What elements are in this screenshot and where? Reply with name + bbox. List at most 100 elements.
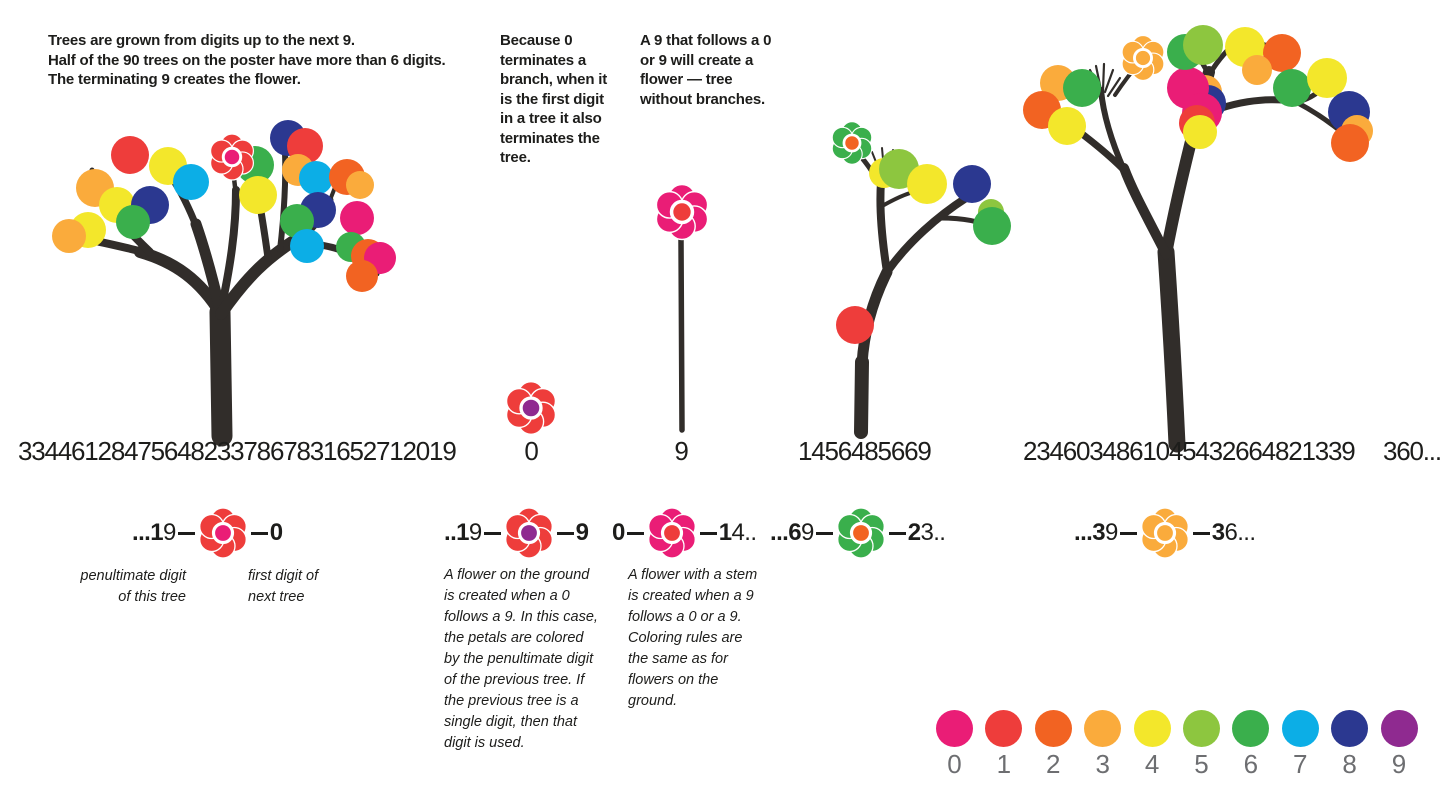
legend-swatch-4 — [1133, 710, 1171, 747]
note-zero-text: Because 0 terminates a branch, when it i… — [500, 32, 608, 166]
legend-item-5: 5 — [1182, 710, 1220, 779]
digit-text: 1 — [718, 519, 732, 546]
legend-swatch-5 — [1182, 710, 1220, 747]
legend-digit-3: 3 — [1095, 749, 1110, 779]
digit-text: ...3 — [1074, 519, 1106, 546]
legend-item-7: 7 — [1281, 710, 1319, 779]
caption-ground-flower: A flower on the ground is created when a… — [444, 567, 598, 751]
flower-center — [1133, 48, 1153, 68]
diagram-flower — [1140, 507, 1189, 559]
flower — [1140, 507, 1189, 559]
flower — [504, 507, 553, 559]
connector-line — [483, 531, 501, 535]
label-next-tree: 360... — [1383, 436, 1440, 466]
legend-item-9: 9 — [1380, 710, 1418, 779]
label-tree2: 1456485669 — [798, 436, 932, 466]
leaf-digit-3 — [346, 171, 374, 199]
diagram-flower — [198, 507, 247, 559]
leaf-digit-4 — [239, 176, 277, 214]
legend-digit-9: 9 — [1391, 749, 1407, 779]
leaf-digit-6 — [1273, 69, 1311, 107]
digit-text: 9 — [575, 519, 589, 546]
connector-line — [177, 531, 195, 535]
digit-text: 9 — [800, 519, 814, 546]
flower-stem — [678, 237, 685, 433]
connector-line — [888, 531, 906, 535]
flower — [655, 183, 709, 241]
connector-line — [699, 531, 717, 535]
connector-line — [626, 531, 644, 535]
connector-line — [556, 531, 574, 535]
digit-text: 0 — [612, 519, 625, 546]
leaf-digit-3 — [1242, 55, 1272, 85]
legend-swatch-7 — [1281, 710, 1319, 747]
intro-text: Trees are grown from digits up to the ne… — [48, 32, 446, 88]
leaf-digit-4 — [1307, 58, 1347, 98]
digit-text: 9 — [162, 519, 176, 546]
label-flower9: 9 — [674, 436, 688, 466]
legend-swatch-3 — [1084, 710, 1122, 747]
leaf-digit-6 — [116, 205, 150, 239]
legend-swatch-6 — [1232, 710, 1270, 747]
label-tree3: 2346034861045432664821339 — [1023, 436, 1356, 466]
tree2-leaves — [831, 121, 1011, 344]
stem-flower-head — [655, 183, 709, 241]
legend-item-4: 4 — [1133, 710, 1171, 778]
flower-center — [211, 521, 234, 545]
legend-swatch-1 — [985, 710, 1023, 747]
digit-sequence-text: ...39 — [1074, 519, 1118, 547]
legend-swatch-0 — [936, 710, 973, 747]
diagram-stem-flower-2: ...69 23.. — [770, 507, 946, 559]
flower-center — [221, 146, 243, 168]
flower — [505, 381, 557, 435]
digit-sequence-text: 36... — [1212, 519, 1256, 547]
diagram-ground-flower-2: ..19 9 — [444, 507, 589, 559]
leaf-digit-6 — [1063, 69, 1101, 107]
flower — [1121, 34, 1165, 82]
digit-text: ...6 — [770, 519, 802, 546]
digit-text: 0 — [269, 519, 283, 546]
connector-line — [1119, 531, 1137, 535]
leaf-digit-0 — [340, 201, 374, 235]
flower — [831, 121, 873, 165]
legend-digit-5: 5 — [1194, 749, 1209, 779]
leaf-digit-2 — [346, 260, 378, 292]
flower-center — [660, 521, 683, 545]
digit-text: 9 — [468, 519, 482, 546]
digit-text: ..1 — [444, 519, 469, 546]
legend-digit-1: 1 — [996, 749, 1012, 779]
flower — [210, 133, 254, 181]
tree3-leaves — [1023, 25, 1373, 162]
legend-swatch-2 — [1034, 710, 1072, 747]
leaf-digit-7 — [299, 161, 333, 195]
tree-big-right — [1023, 25, 1373, 453]
flower-center — [849, 521, 872, 545]
ground-flower-tree — [505, 381, 557, 435]
legend-item-3: 3 — [1084, 710, 1122, 779]
leaf-digit-2 — [1263, 34, 1301, 72]
leaf-digit-4 — [907, 164, 947, 204]
connector-line — [250, 531, 268, 535]
digit-sequence-text: ..19 — [444, 519, 482, 547]
caption-stem-flower: A flower with a stem is created when a 9… — [628, 567, 758, 709]
legend-item-6: 6 — [1232, 710, 1270, 778]
leaf-digit-4 — [1048, 107, 1086, 145]
flower — [647, 507, 696, 559]
diagram-flower — [836, 507, 885, 559]
stem-flower-tree — [655, 183, 709, 433]
legend-item-0: 0 — [936, 710, 973, 778]
leaf-digit-8 — [953, 165, 991, 203]
diagram-flower — [504, 507, 553, 559]
label-tree1: 334461284756482337867831652712019 — [18, 436, 457, 466]
flower-center — [519, 396, 543, 420]
tree-medium — [831, 121, 1011, 439]
legend-item-2: 2 — [1034, 710, 1072, 778]
flower-center — [1153, 521, 1176, 545]
digit-text: 3 — [1211, 519, 1225, 546]
tree1-leaves — [52, 120, 396, 292]
flower-center — [842, 133, 862, 153]
digit-sequence-text: ...19 — [132, 519, 176, 547]
legend-digit-7: 7 — [1293, 749, 1308, 779]
